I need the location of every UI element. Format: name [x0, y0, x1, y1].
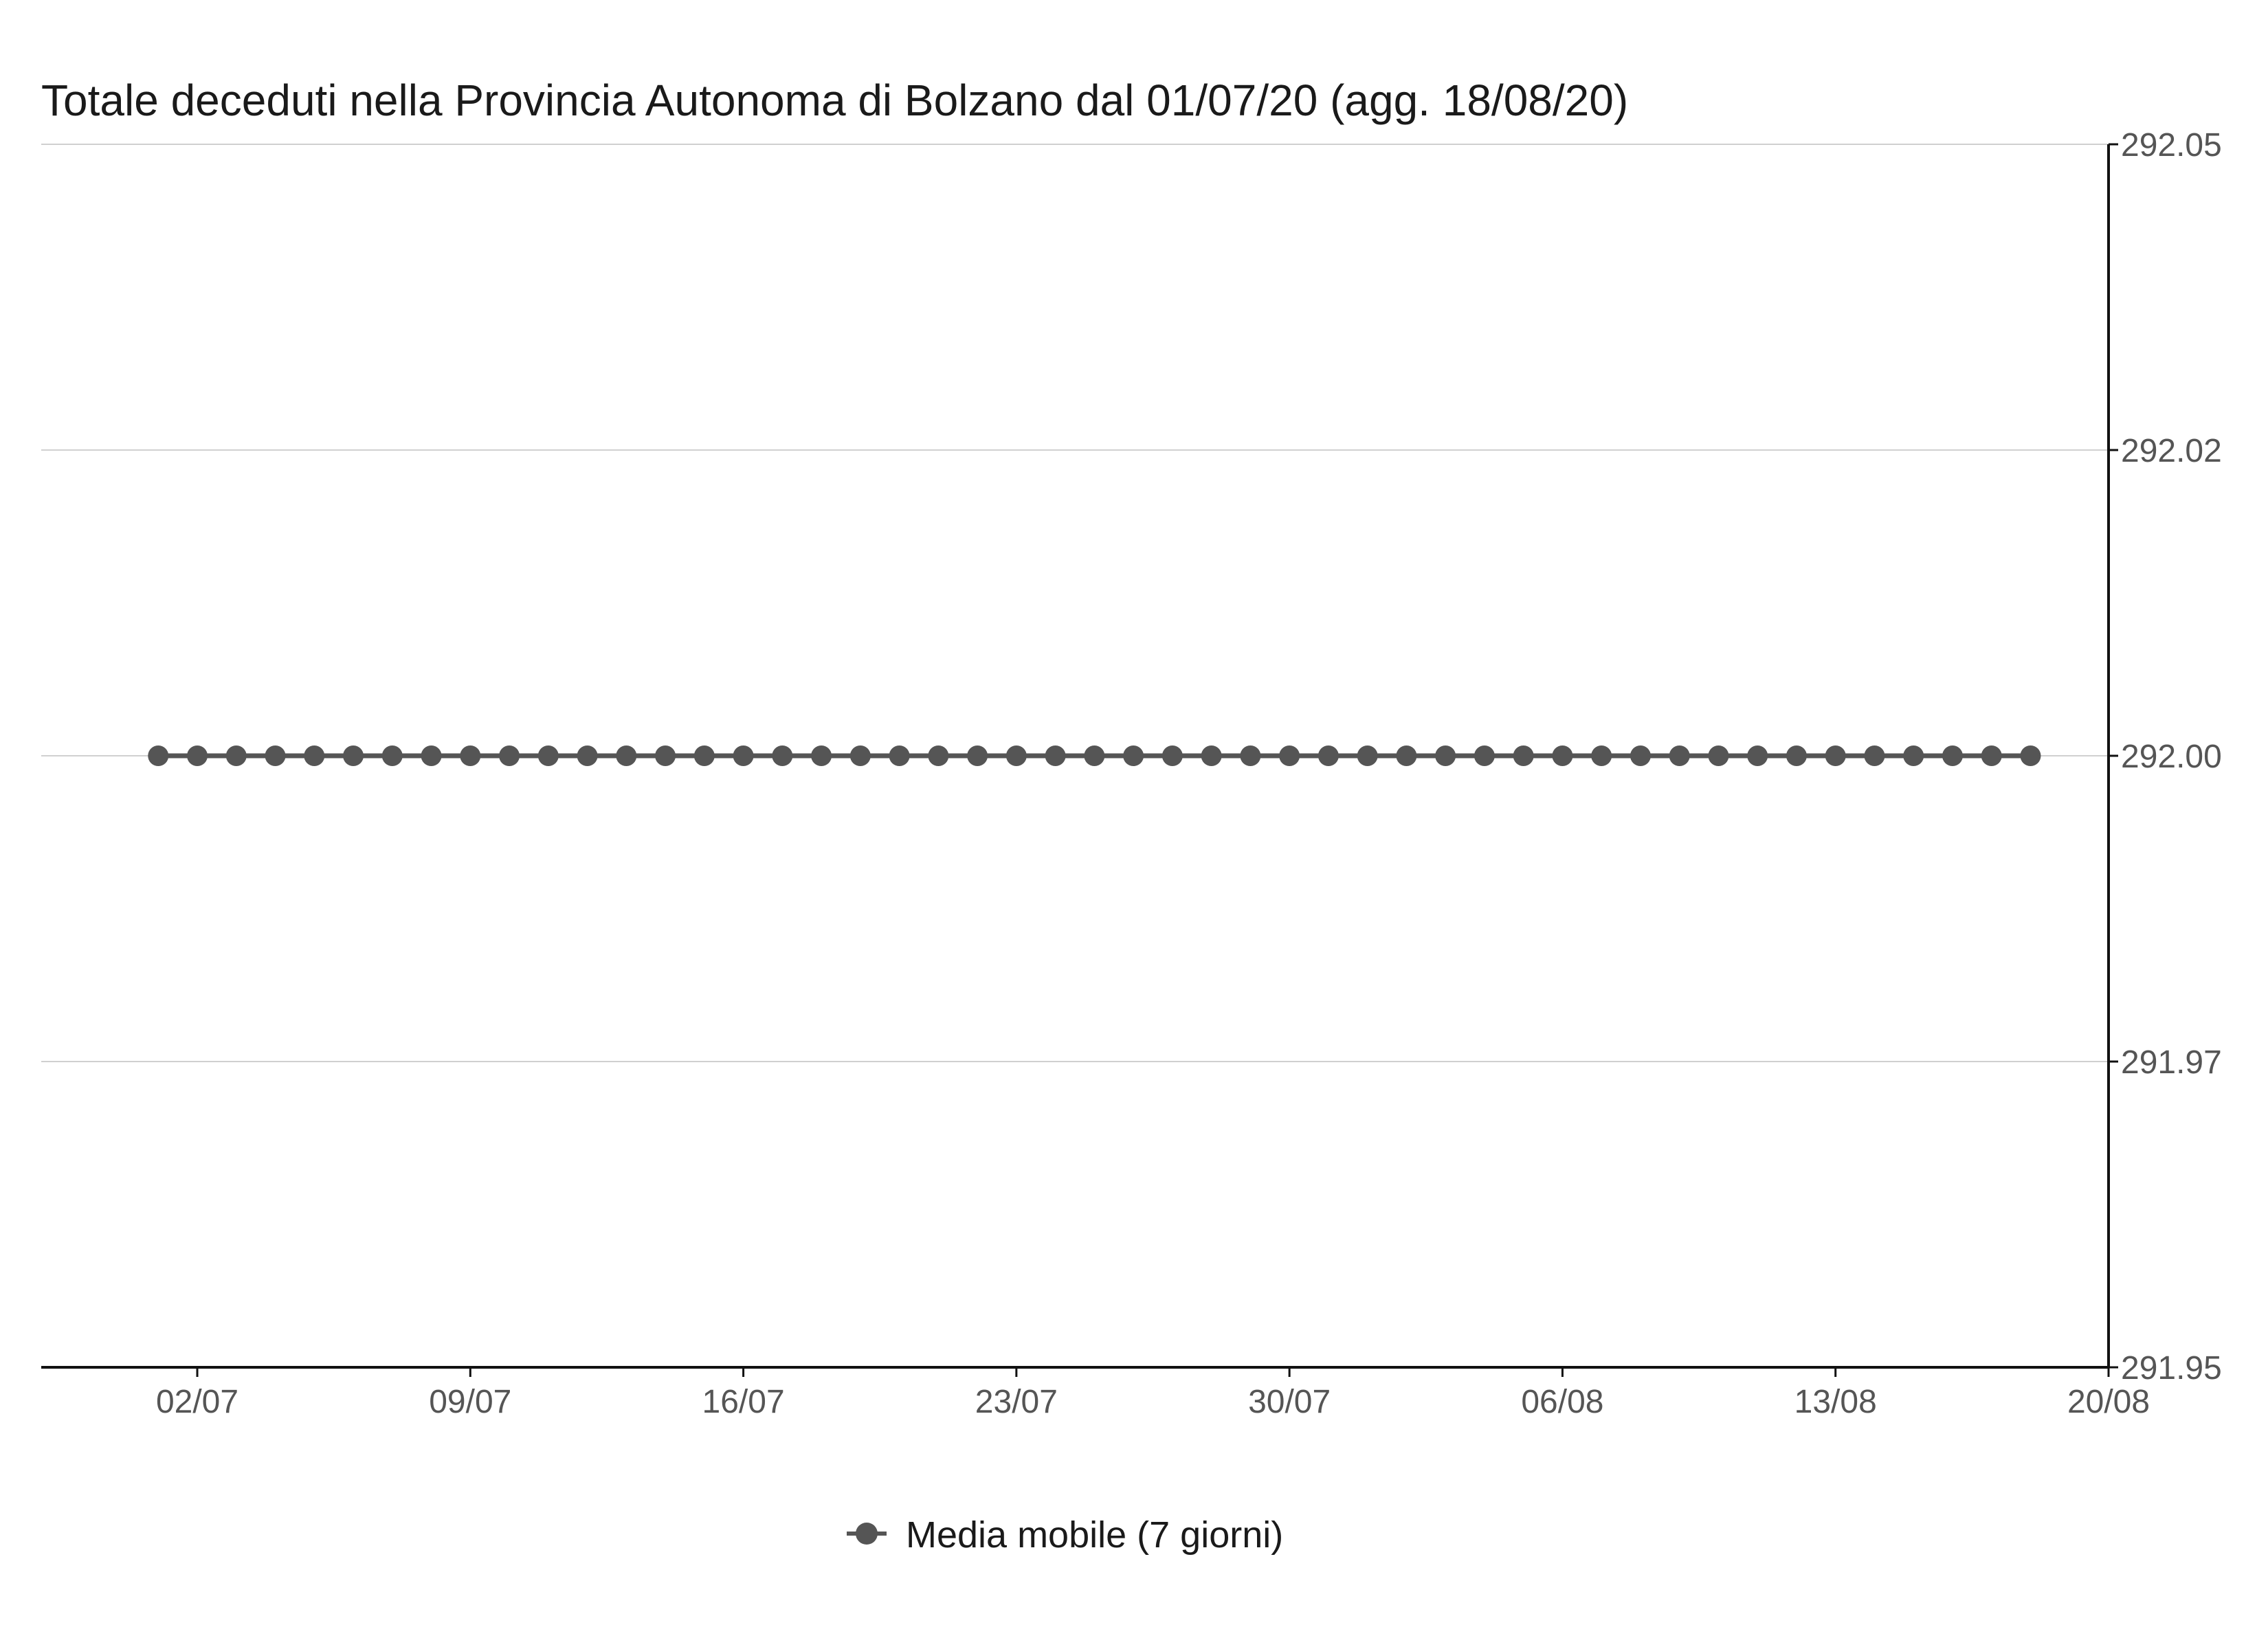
legend-marker	[856, 1523, 878, 1545]
data-point-16	[772, 745, 793, 766]
data-point-36	[1552, 745, 1573, 766]
data-point-25	[1123, 745, 1144, 766]
data-point-19	[889, 745, 910, 766]
data-point-1	[187, 745, 208, 766]
data-point-4	[304, 745, 325, 766]
data-point-47	[1981, 745, 2002, 766]
data-point-27	[1201, 745, 1222, 766]
chart-title: Totale deceduti nella Provincia Autonoma…	[41, 76, 1628, 125]
y-tick-label-3: 291.97	[2121, 1044, 2222, 1081]
y-tick-label-2: 292.00	[2121, 739, 2222, 775]
x-tick-label-6: 13/08	[1794, 1384, 1877, 1420]
data-point-5	[343, 745, 364, 766]
data-point-38	[1630, 745, 1651, 766]
data-point-26	[1161, 745, 1183, 766]
data-point-40	[1708, 745, 1729, 766]
data-point-20	[928, 745, 949, 766]
y-axis-ticks: 292.05 292.02 292.00 291.97 291.95	[2109, 127, 2222, 1387]
data-point-3	[265, 745, 286, 766]
x-tick-label-0: 02/07	[156, 1384, 238, 1420]
data-point-7	[421, 745, 442, 766]
x-tick-label-3: 23/07	[975, 1384, 1058, 1420]
data-point-2	[225, 745, 247, 766]
x-tick-label-5: 06/08	[1521, 1384, 1603, 1420]
data-point-10	[537, 745, 559, 766]
data-point-30	[1318, 745, 1339, 766]
data-point-35	[1513, 745, 1534, 766]
y-tick-label-4: 291.95	[2121, 1350, 2222, 1387]
data-point-13	[655, 745, 676, 766]
data-point-9	[499, 745, 520, 766]
data-point-18	[849, 745, 871, 766]
data-point-41	[1747, 745, 1768, 766]
data-point-29	[1279, 745, 1300, 766]
data-point-37	[1591, 745, 1612, 766]
data-point-43	[1825, 745, 1846, 766]
series	[148, 745, 2041, 766]
data-point-46	[1942, 745, 1963, 766]
data-point-0	[148, 745, 169, 766]
data-point-8	[460, 745, 481, 766]
y-tick-label-0: 292.05	[2121, 127, 2222, 164]
data-point-48	[2020, 745, 2041, 766]
data-point-24	[1084, 745, 1105, 766]
data-point-6	[381, 745, 403, 766]
data-point-42	[1786, 745, 1807, 766]
data-point-23	[1045, 745, 1066, 766]
x-axis-ticks: 02/07 09/07 16/07 23/07 30/07 06/08 13/08 20/08	[156, 1367, 2150, 1420]
data-point-14	[693, 745, 715, 766]
data-point-33	[1435, 745, 1456, 766]
x-tick-label-7: 20/08	[2067, 1384, 2150, 1420]
data-point-22	[1005, 745, 1027, 766]
data-point-34	[1474, 745, 1495, 766]
data-point-32	[1396, 745, 1417, 766]
data-point-12	[616, 745, 637, 766]
data-point-17	[811, 745, 832, 766]
x-tick-label-2: 16/07	[702, 1384, 785, 1420]
data-point-45	[1903, 745, 1924, 766]
data-point-21	[967, 745, 988, 766]
grid	[41, 144, 2109, 1062]
data-point-28	[1240, 745, 1261, 766]
data-point-39	[1669, 745, 1690, 766]
legend: Media mobile (7 giorni)	[847, 1514, 1283, 1556]
legend-label: Media mobile (7 giorni)	[906, 1514, 1283, 1556]
data-point-15	[733, 745, 754, 766]
data-point-44	[1864, 745, 1885, 766]
y-tick-label-1: 292.02	[2121, 433, 2222, 469]
data-point-11	[577, 745, 598, 766]
data-point-31	[1357, 745, 1378, 766]
x-tick-label-4: 30/07	[1248, 1384, 1331, 1420]
x-tick-label-1: 09/07	[429, 1384, 511, 1420]
